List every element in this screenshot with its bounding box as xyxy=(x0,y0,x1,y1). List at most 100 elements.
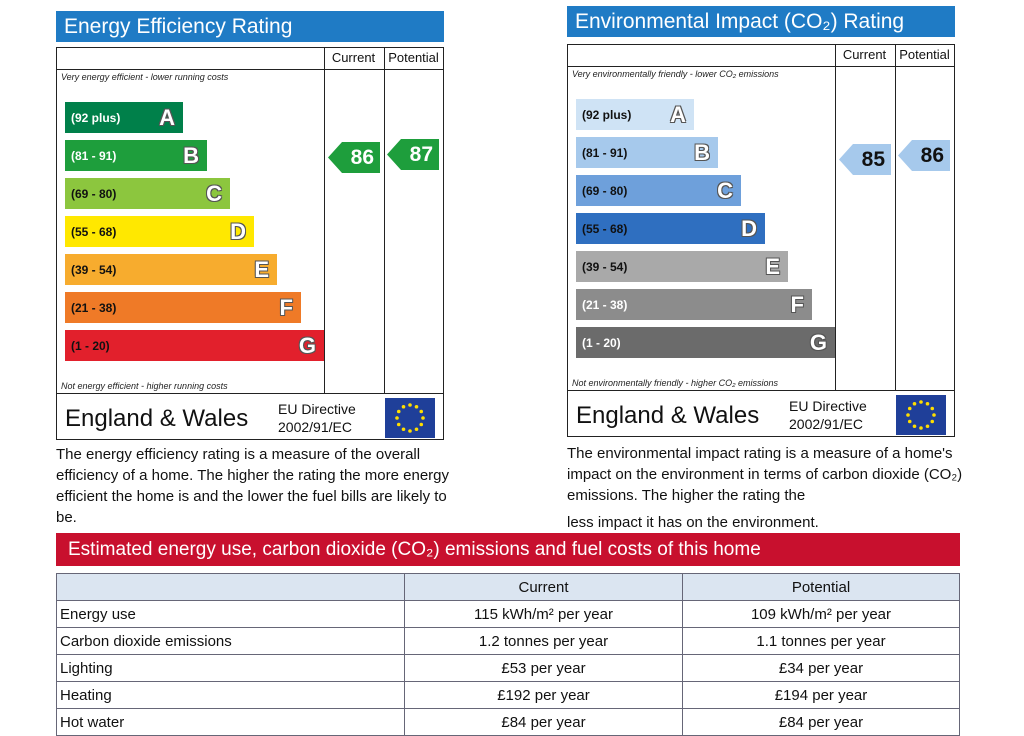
energy-divider-1 xyxy=(324,48,325,393)
energy-band-letter: D xyxy=(230,218,246,244)
environment-title: Environmental Impact (CO₂) Rating xyxy=(575,9,905,33)
environment-description-line1: The environmental impact rating is a mea… xyxy=(567,445,963,504)
energy-band-range: (39 - 54) xyxy=(71,262,117,277)
environment-band-letter: F xyxy=(790,291,804,317)
environment-region: England & Wales xyxy=(576,402,760,429)
environment-band-letter: B xyxy=(694,139,710,165)
environment-band-range: (81 - 91) xyxy=(582,145,628,160)
eu-flag-icon xyxy=(896,395,946,435)
energy-band-range: (81 - 91) xyxy=(71,148,117,163)
environment-current-arrow: 85 xyxy=(839,144,891,175)
environment-description-line2: less impact it has on the environment. xyxy=(567,514,819,531)
estimates-title-bar: Estimated energy use, carbon dioxide (CO… xyxy=(56,533,960,566)
energy-divider-2 xyxy=(384,48,385,393)
environment-potential-arrow: 86 xyxy=(898,140,950,171)
energy-band-letter: G xyxy=(298,332,316,358)
environment-footer-line xyxy=(568,390,954,391)
environment-directive: EU Directive 2002/91/EC xyxy=(789,397,867,433)
environment-band-range: (55 - 68) xyxy=(582,221,628,236)
environment-band-range: (92 plus) xyxy=(582,107,632,122)
energy-description: The energy efficiency rating is a measur… xyxy=(56,446,450,526)
environment-band-range: (21 - 38) xyxy=(582,297,628,312)
row-potential: 1.1 tonnes per year xyxy=(682,627,960,655)
environment-band-e: (39 - 54) E xyxy=(576,251,788,282)
energy-header-line xyxy=(57,69,443,70)
environment-band-letter: C xyxy=(717,177,733,203)
environment-band-letter: G xyxy=(809,329,827,355)
energy-band-letter: E xyxy=(254,256,269,282)
estimates-header-potential: Potential xyxy=(682,573,960,601)
row-label: Lighting xyxy=(56,654,405,682)
energy-footer-line xyxy=(57,393,443,394)
environment-directive-line1: EU Directive xyxy=(789,398,867,414)
energy-band-letter: A xyxy=(159,104,175,130)
energy-band-d: (55 - 68) D xyxy=(65,216,254,247)
environment-title-bar: Environmental Impact (CO₂) Rating xyxy=(567,6,955,37)
energy-band-letter: C xyxy=(206,180,222,206)
environment-current-value: 85 xyxy=(861,147,885,171)
estimates-table: Current Potential Energy use 115 kWh/m² p… xyxy=(56,573,960,736)
eu-flag-icon xyxy=(385,398,435,438)
energy-region: England & Wales xyxy=(65,405,249,432)
energy-band-a: (92 plus) A xyxy=(65,102,183,133)
estimates-header-label xyxy=(56,573,405,601)
environment-band-a: (92 plus) A xyxy=(576,99,694,130)
environment-band-letter: E xyxy=(765,253,780,279)
environment-band-g: (1 - 20) G xyxy=(576,327,835,358)
environment-band-d: (55 - 68) D xyxy=(576,213,765,244)
row-label: Energy use xyxy=(56,600,405,628)
environment-header-line xyxy=(568,66,954,67)
environment-col-current: Current xyxy=(842,47,887,62)
energy-directive-line1: EU Directive xyxy=(278,401,356,417)
environment-divider-1 xyxy=(835,45,836,390)
environment-directive-line2: 2002/91/EC xyxy=(789,416,863,432)
energy-band-range: (69 - 80) xyxy=(71,186,117,201)
table-row: Hot water £84 per year £84 per year xyxy=(56,708,960,736)
energy-top-note: Very energy efficient - lower running co… xyxy=(61,72,229,82)
energy-potential-arrow: 87 xyxy=(387,139,439,170)
environment-band-f: (21 - 38) F xyxy=(576,289,812,320)
environment-band-letter: D xyxy=(741,215,757,241)
environment-bottom-note: Not environmentally friendly - higher CO… xyxy=(572,378,779,388)
energy-current-value: 86 xyxy=(350,145,374,169)
row-potential: £34 per year xyxy=(682,654,960,682)
row-current: 1.2 tonnes per year xyxy=(404,627,683,655)
energy-directive-line2: 2002/91/EC xyxy=(278,419,352,435)
table-row: Lighting £53 per year £34 per year xyxy=(56,654,960,682)
row-label: Hot water xyxy=(56,708,405,736)
energy-band-g: (1 - 20) G xyxy=(65,330,324,361)
estimates-header-row: Current Potential xyxy=(56,573,960,601)
row-current: 115 kWh/m² per year xyxy=(404,600,683,628)
estimates-header-current: Current xyxy=(404,573,683,601)
energy-title: Energy Efficiency Rating xyxy=(64,14,293,38)
energy-title-bar: Energy Efficiency Rating xyxy=(56,11,444,42)
environment-band-range: (69 - 80) xyxy=(582,183,628,198)
environment-divider-2 xyxy=(895,45,896,390)
row-potential: £84 per year xyxy=(682,708,960,736)
row-potential: 109 kWh/m² per year xyxy=(682,600,960,628)
row-label: Carbon dioxide emissions xyxy=(56,627,405,655)
energy-current-arrow: 86 xyxy=(328,142,380,173)
energy-potential-value: 87 xyxy=(409,142,433,166)
environment-description: The environmental impact rating is a mea… xyxy=(567,443,967,533)
energy-band-f: (21 - 38) F xyxy=(65,292,301,323)
energy-bottom-note: Not energy efficient - higher running co… xyxy=(61,381,228,391)
row-current: £192 per year xyxy=(404,681,683,709)
environment-band-c: (69 - 80) C xyxy=(576,175,741,206)
estimates-body: Energy use 115 kWh/m² per year 109 kWh/m² … xyxy=(56,600,960,736)
energy-col-potential: Potential xyxy=(388,50,439,65)
environment-col-potential: Potential xyxy=(899,47,950,62)
energy-band-c: (69 - 80) C xyxy=(65,178,230,209)
energy-band-letter: B xyxy=(183,142,199,168)
energy-directive: EU Directive 2002/91/EC xyxy=(278,400,356,436)
estimates-title: Estimated energy use, carbon dioxide (CO… xyxy=(68,538,761,560)
energy-band-e: (39 - 54) E xyxy=(65,254,277,285)
energy-band-b: (81 - 91) B xyxy=(65,140,207,171)
environment-band-range: (39 - 54) xyxy=(582,259,628,274)
energy-col-current: Current xyxy=(331,50,376,65)
environment-band-letter: A xyxy=(670,101,686,127)
energy-band-range: (21 - 38) xyxy=(71,300,117,315)
environment-chart: Current Potential Very environmentally f… xyxy=(567,44,955,437)
energy-band-range: (55 - 68) xyxy=(71,224,117,239)
table-row: Heating £192 per year £194 per year xyxy=(56,681,960,709)
